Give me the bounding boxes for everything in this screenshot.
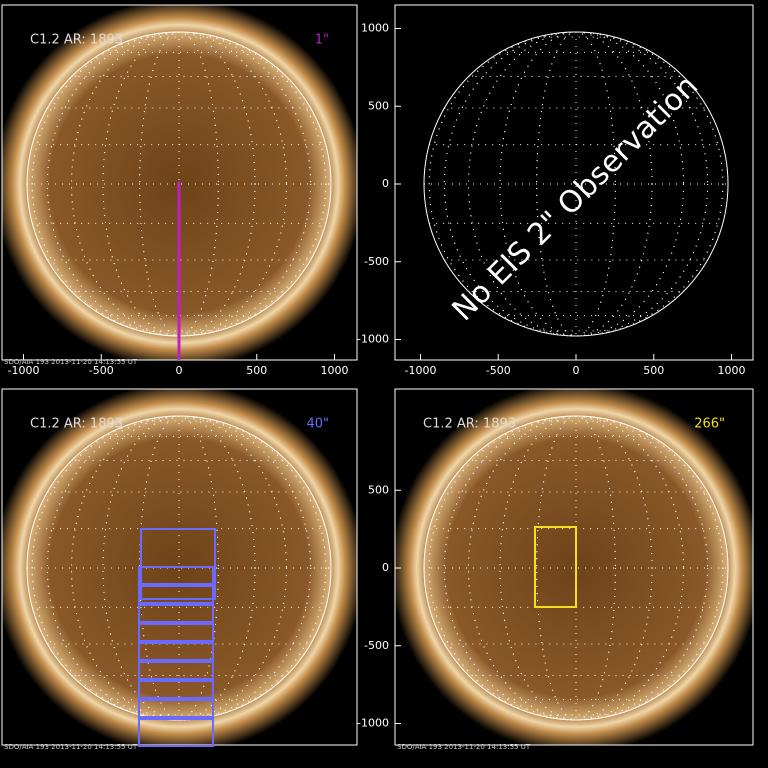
- y-tick-label: 1000: [361, 22, 389, 35]
- meridian: [31, 415, 327, 721]
- footer: SDO/AIA 193 2013-11-20 14:13:55 UT: [4, 743, 138, 751]
- raster-box: [138, 718, 214, 747]
- panel-title: C1.2 AR: 1893: [30, 33, 123, 48]
- plot-area: [423, 31, 729, 337]
- y-tick-label: -500: [364, 639, 389, 652]
- x-tick-label: -1000: [8, 364, 40, 377]
- y-tick-label: 500: [368, 483, 389, 496]
- meridian: [31, 31, 327, 337]
- meridian: [102, 415, 256, 721]
- y-tick-label: -500: [364, 255, 389, 268]
- meridian: [536, 31, 616, 337]
- y-tick-label: 0: [382, 177, 389, 190]
- y-tick-label: -1000: [357, 333, 389, 346]
- footer: SDO/AIA 193 2013-11-20 14:13:55 UT: [397, 743, 531, 751]
- raster-box: [138, 623, 214, 642]
- meridian: [46, 415, 312, 721]
- raster-box: [138, 699, 214, 718]
- panel: -1000 -500 0 500 1000 1000 500 0 -500 -1000 No EIS…: [357, 4, 754, 377]
- slit-label: 40": [306, 417, 329, 432]
- raster-box: [138, 642, 214, 661]
- x-tick-label: 0: [573, 364, 580, 377]
- annotation: No EIS 2" Observation: [446, 69, 705, 328]
- meridian: [536, 415, 616, 721]
- y-tick-label: 500: [368, 99, 389, 112]
- panel-title: C1.2 AR: 1893: [30, 417, 123, 432]
- panel: 500 0 -500 -1000 C1.2 AR: 1893 266" SDO/AIA 19…: [357, 388, 754, 751]
- plot-area: [2, 5, 357, 360]
- x-tick-label: -500: [89, 364, 114, 377]
- panel: -1000 -500 0 500 1000 C1.2 AR: 1893 1" SDO/AIA …: [1, 4, 358, 377]
- meridian: [499, 415, 653, 721]
- meridian: [443, 31, 709, 337]
- x-tick-label: 0: [176, 364, 183, 377]
- axes-frame: [394, 4, 754, 361]
- meridian: [428, 31, 724, 337]
- x-tick-label: 500: [643, 364, 664, 377]
- x-tick-label: 1000: [321, 364, 349, 377]
- meridian: [428, 415, 724, 721]
- x-tick-label: -1000: [405, 364, 437, 377]
- meridian: [139, 31, 219, 337]
- meridian: [443, 415, 709, 721]
- x-tick-label: 500: [246, 364, 267, 377]
- axes-frame: [394, 388, 754, 746]
- x-tick-label: 1000: [718, 364, 746, 377]
- meridian: [71, 31, 287, 337]
- raster-box: [138, 680, 214, 699]
- meridian: [46, 31, 312, 337]
- footer: SDO/AIA 193 2013-11-20 14:13:55 UT: [4, 358, 138, 366]
- y-tick-label: 0: [382, 561, 389, 574]
- meridian: [71, 415, 287, 721]
- meridian: [468, 415, 684, 721]
- raster-box: [138, 566, 214, 585]
- meridian: [102, 31, 256, 337]
- meridian: [139, 415, 219, 721]
- y-tick-label: -1000: [357, 717, 389, 730]
- panel: C1.2 AR: 1893 40" SDO/AIA 193 2013-11-20 1…: [1, 388, 358, 751]
- raster-box: [138, 585, 214, 604]
- x-tick-label: -500: [486, 364, 511, 377]
- slit-label: 266": [694, 417, 725, 432]
- raster-box: [138, 661, 214, 680]
- raster-box: [534, 526, 577, 608]
- raster-box: [138, 604, 214, 623]
- raster-box: [140, 528, 216, 600]
- slit-label: 1": [315, 33, 329, 48]
- panel-title: C1.2 AR: 1893: [423, 417, 516, 432]
- meridian: [468, 31, 684, 337]
- meridian: [499, 31, 653, 337]
